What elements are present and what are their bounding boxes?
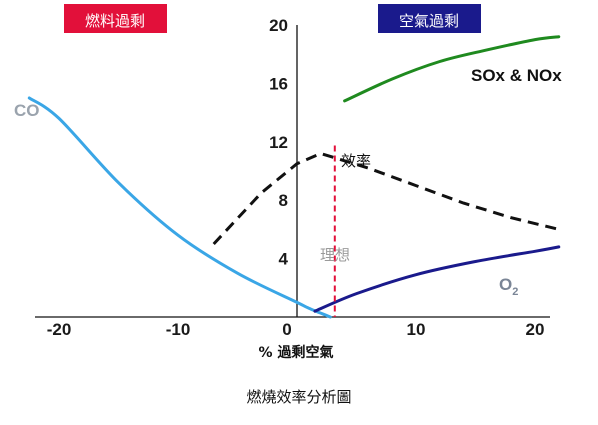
y-tick-label: 12 [269,133,288,152]
sox-nox-curve [343,35,561,103]
y-tick-labels: 4 8 12 16 20 [269,16,288,269]
x-tick-labels: -20 -10 0 10 20 [47,320,545,339]
co-label: CO [14,101,40,120]
air-excess-region-label: 空氣過剩 [399,12,459,30]
figure-caption: 燃燒效率分析圖 [246,388,352,406]
combustion-chart: 燃料過剩 空氣過剩 -20 -10 0 10 20 4 8 12 16 20 C… [14,4,562,361]
fuel-excess-region-box [64,4,167,33]
y-tick-label: 16 [269,74,288,93]
x-tick-label: -20 [47,320,72,339]
x-tick-label: -10 [166,320,191,339]
y-tick-label: 8 [279,191,288,210]
x-axis-title: % 過剩空氣 [259,344,334,361]
air-excess-region-box [378,4,481,33]
x-tick-label: 0 [282,320,291,339]
x-tick-label: 10 [407,320,426,339]
co-curve [27,96,332,319]
y-tick-label: 4 [279,250,289,269]
o2-label-subscript: 2 [512,286,518,298]
y-tick-label: 20 [269,16,288,35]
efficiency-curve [212,151,560,246]
x-tick-label: 20 [526,320,545,339]
ideal-label: 理想 [320,246,350,264]
efficiency-label: 效率 [341,152,371,170]
sox-nox-label: SOx & NOx [471,66,562,85]
o2-curve [313,245,561,313]
o2-label-main: O [499,275,512,294]
fuel-excess-region-label: 燃料過剩 [85,12,145,30]
o2-label: O2 [499,275,518,298]
